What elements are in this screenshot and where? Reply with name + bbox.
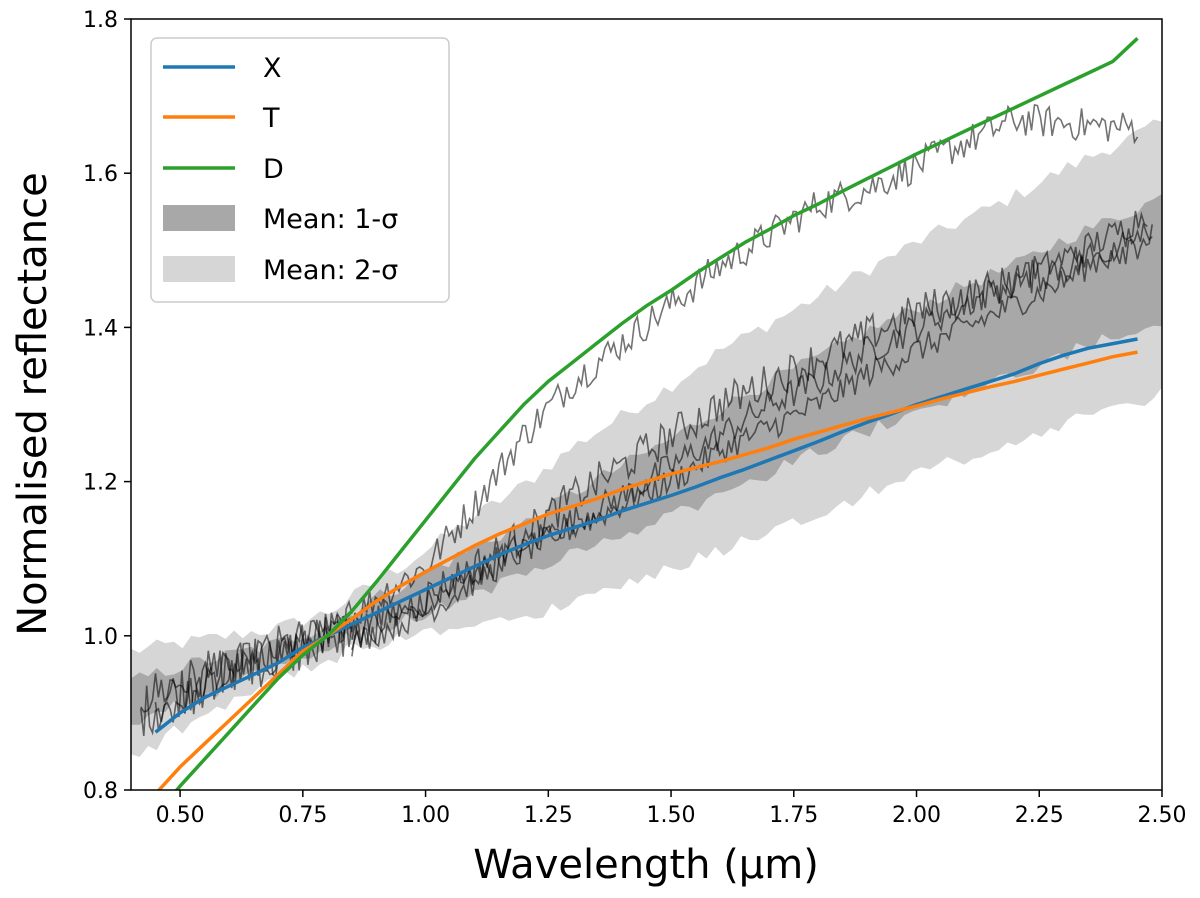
plot-frame [130,18,1163,791]
legend-swatch-2sigma [163,256,235,282]
legend: X T D Mean: 1-σ Mean: 2-σ [150,37,450,303]
x-tick-label: 2.25 [1015,803,1064,828]
sigma-band-1 [131,193,1162,725]
x-tick-label: 2.50 [1138,803,1187,828]
y-tick-label: 1.2 [83,471,118,496]
asteroid-spectrum-1 [140,599,353,737]
legend-label-x: X [263,53,282,84]
y-tick-label: 1.8 [83,8,118,33]
legend-swatch-1sigma [163,205,235,231]
legend-label-1sigma: Mean: 1-σ [263,204,398,235]
legend-label-2sigma: Mean: 2-σ [263,255,398,286]
x-tick-label: 0.75 [278,803,327,828]
legend-label-t: T [262,103,280,134]
asteroid-spectrum-6 [351,223,1153,657]
x-tick-label: 1.75 [769,803,818,828]
y-axis-label: Normalised reflectance [10,172,56,636]
x-tick-label: 0.50 [156,803,205,828]
x-tick-label: 1.25 [524,803,573,828]
asteroid-spectrum-3 [154,616,353,731]
legend-frame [150,37,450,303]
y-tick-label: 1.4 [83,316,118,341]
y-tick-label: 1.6 [83,162,118,187]
asteroid-spectrum-4 [336,103,1139,644]
legend-label-d: D [263,154,284,185]
series-line-d [174,37,1139,790]
y-tick-label: 1.0 [83,625,118,650]
y-tick-label: 0.8 [83,779,118,804]
x-axis-label: Wavelength (µm) [473,842,819,888]
x-tick-label: 2.00 [892,803,941,828]
x-tick-label: 1.50 [647,803,696,828]
x-tick-label: 1.00 [401,803,450,828]
asteroid-spectrum-5 [351,210,1148,647]
asteroid-spectrum-2 [140,613,353,713]
